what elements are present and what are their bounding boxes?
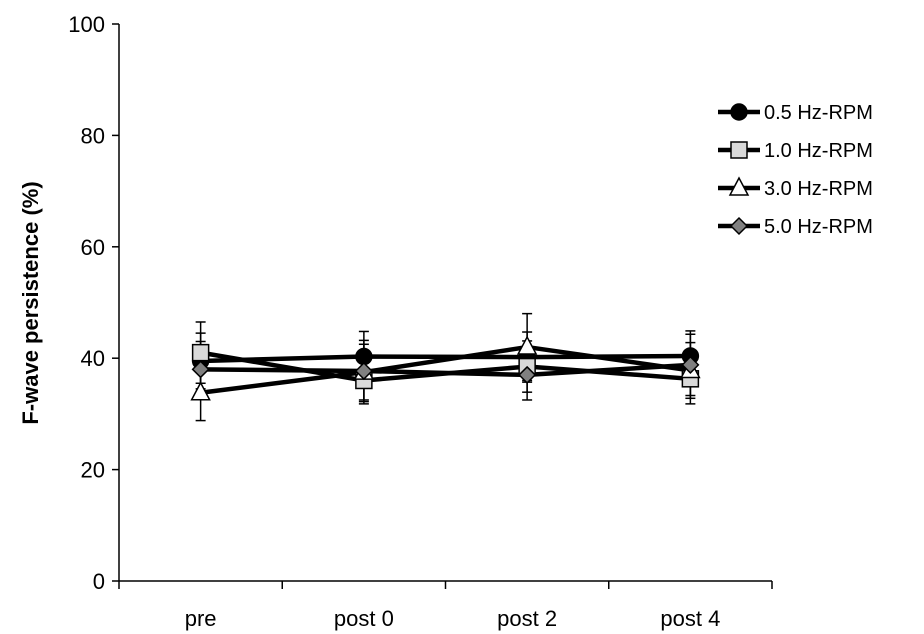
series-line-2: [200, 344, 691, 395]
legend-item-3: 5.0 Hz-RPM: [718, 216, 873, 238]
legend-marker: [728, 176, 750, 196]
data-point: [518, 365, 537, 384]
y-tick-label: 40: [81, 346, 105, 371]
legend-label: 5.0 Hz-RPM: [764, 216, 873, 238]
data-point: [190, 381, 211, 401]
y-tick-label: 0: [93, 569, 105, 594]
legend: 0.5 Hz-RPM 1.0 Hz-RPM 3.0 Hz-RPM 5.0 Hz-RPM: [718, 102, 873, 238]
data-point: [191, 360, 210, 379]
legend-label: 0.5 Hz-RPM: [764, 102, 873, 124]
data-point: [516, 335, 538, 355]
legend-label: 1.0 Hz-RPM: [764, 140, 873, 162]
data-point: [191, 343, 210, 362]
y-axis-label: F-wave persistence (%): [18, 181, 43, 424]
x-tick-label: pre: [185, 606, 217, 631]
data-point: [354, 361, 373, 381]
legend-marker: [729, 216, 749, 236]
legend-item-0: 0.5 Hz-RPM: [718, 102, 873, 124]
axes: 0 20 40 60 80 100 pre post 0 post 2 post 4: [68, 12, 773, 631]
y-tick-label: 60: [81, 235, 105, 260]
legend-item-1: 1.0 Hz-RPM: [718, 140, 873, 162]
legend-marker: [730, 141, 748, 159]
x-tick-label: post 2: [497, 606, 557, 631]
y-tick-label: 20: [81, 458, 105, 483]
series-line-3: [200, 362, 691, 378]
x-tick-label: post 0: [334, 606, 394, 631]
legend-marker: [730, 103, 748, 121]
x-tick-label: post 4: [660, 606, 720, 631]
legend-item-2: 3.0 Hz-RPM: [718, 176, 873, 200]
legend-label: 3.0 Hz-RPM: [764, 178, 873, 200]
series-markers-3: [191, 355, 700, 384]
y-tick-label: 100: [68, 12, 105, 37]
y-tick-label: 80: [81, 123, 105, 148]
data-point: [681, 355, 700, 374]
series-layer: [190, 312, 701, 422]
